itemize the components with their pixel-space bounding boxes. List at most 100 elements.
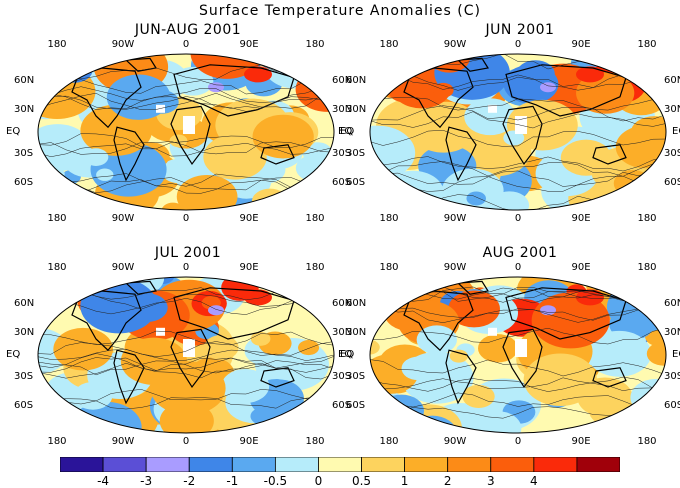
- colorbar-label: 2: [443, 474, 452, 488]
- anomaly-region: [304, 288, 334, 311]
- longitude-label: 180: [47, 213, 67, 224]
- anomaly-region: [449, 349, 468, 363]
- latitude-label: 60S: [664, 400, 680, 412]
- latitude-label: 30S: [332, 371, 352, 383]
- longitude-label: 180: [379, 436, 399, 447]
- longitude-label: 180: [305, 262, 325, 273]
- contour-line: [38, 173, 334, 188]
- longitude-label: 90E: [239, 213, 259, 224]
- anomaly-map: [369, 276, 667, 434]
- contour-line: [38, 133, 334, 150]
- latitude-label: 60S: [664, 177, 680, 189]
- colorbar: [60, 457, 620, 472]
- longitude-label: 90W: [111, 39, 135, 50]
- contour-line: [370, 308, 666, 323]
- latitude-label: 30S: [332, 148, 352, 160]
- colorbar-swatch: [102, 457, 147, 472]
- colorbar-swatch: [145, 457, 190, 472]
- colorbar-swatch: [274, 457, 319, 472]
- colorbar-label: -3: [140, 474, 153, 488]
- colorbar-label: 1: [400, 474, 409, 488]
- latitude-label: 30N: [346, 326, 367, 338]
- colorbar-swatch: [188, 457, 233, 472]
- longitude-label: 180: [637, 436, 657, 447]
- longitude-label: 0: [514, 39, 522, 50]
- anomaly-region: [208, 305, 224, 316]
- colorbar-label: -0.5: [263, 474, 288, 488]
- anomaly-region: [448, 290, 500, 328]
- coastline: [456, 280, 489, 295]
- longitude-label: 180: [305, 436, 325, 447]
- coastline: [403, 290, 474, 352]
- anomaly-region: [127, 293, 168, 322]
- longitude-label: 0: [182, 213, 190, 224]
- colorbar-label: 3: [486, 474, 495, 488]
- longitude-label: 180: [47, 436, 67, 447]
- anomaly-region: [576, 66, 604, 83]
- anomaly-region: [621, 54, 666, 82]
- coastline: [124, 280, 157, 295]
- longitude-label: 0: [514, 213, 522, 224]
- anomaly-region: [503, 130, 525, 146]
- latitude-label: 60S: [346, 400, 366, 412]
- anomaly-region: [203, 335, 239, 360]
- missing-data: [156, 327, 165, 336]
- anomaly-region: [190, 54, 264, 79]
- latitude-label: EQ: [340, 126, 355, 137]
- longitude-label: 90E: [571, 213, 591, 224]
- coastline: [170, 328, 211, 389]
- coastline: [445, 126, 477, 182]
- contour-line: [370, 97, 666, 111]
- latitude-label: 30N: [14, 326, 35, 338]
- contour-line: [370, 159, 666, 177]
- colorbar-swatch: [361, 457, 406, 472]
- coastline: [592, 144, 627, 165]
- contour-line: [370, 75, 666, 91]
- figure-title: Surface Temperature Anomalies (C): [199, 3, 481, 19]
- anomaly-region: [293, 54, 334, 83]
- contour-line: [38, 360, 334, 376]
- anomaly-region: [523, 353, 597, 406]
- colorbar-swatch: [60, 457, 104, 472]
- anomaly-region: [462, 384, 495, 408]
- coastline: [456, 57, 489, 72]
- anomaly-region: [388, 277, 408, 283]
- coastline: [113, 126, 145, 182]
- anomaly-region: [250, 331, 271, 346]
- contour-line: [370, 392, 666, 408]
- anomaly-region: [298, 340, 320, 356]
- coastline: [71, 67, 142, 129]
- coastline: [445, 349, 477, 405]
- latitude-label: EQ: [338, 349, 353, 360]
- contour-line: [370, 170, 666, 187]
- colorbar-swatch: [533, 457, 578, 472]
- longitude-label: 180: [47, 262, 67, 273]
- anomaly-region: [90, 142, 167, 197]
- longitude-label: 90E: [571, 436, 591, 447]
- missing-data: [156, 104, 165, 113]
- colorbar-label: -2: [183, 474, 196, 488]
- anomaly-region: [576, 289, 604, 306]
- anomaly-region: [410, 54, 435, 62]
- colorbar-swatch: [318, 457, 362, 472]
- coastline: [505, 287, 627, 340]
- anomaly-region: [370, 418, 394, 433]
- anomaly-region: [494, 195, 513, 209]
- contour-line: [38, 353, 334, 372]
- colorbar-swatch: [404, 457, 449, 472]
- anomaly-region: [83, 148, 109, 166]
- longitude-label: 90W: [443, 262, 467, 273]
- longitude-label: 90W: [111, 436, 135, 447]
- anomaly-region: [637, 277, 666, 307]
- panel-title: AUG 2001: [482, 245, 558, 261]
- latitude-label: 30N: [14, 103, 35, 115]
- longitude-label: 90W: [111, 262, 135, 273]
- missing-data: [488, 327, 497, 336]
- contour-line: [38, 86, 334, 103]
- longitude-label: 180: [637, 262, 657, 273]
- coastline: [170, 105, 211, 166]
- missing-data: [488, 104, 497, 113]
- longitude-label: 90E: [239, 39, 259, 50]
- anomaly-region: [473, 411, 522, 433]
- coastline: [173, 287, 295, 340]
